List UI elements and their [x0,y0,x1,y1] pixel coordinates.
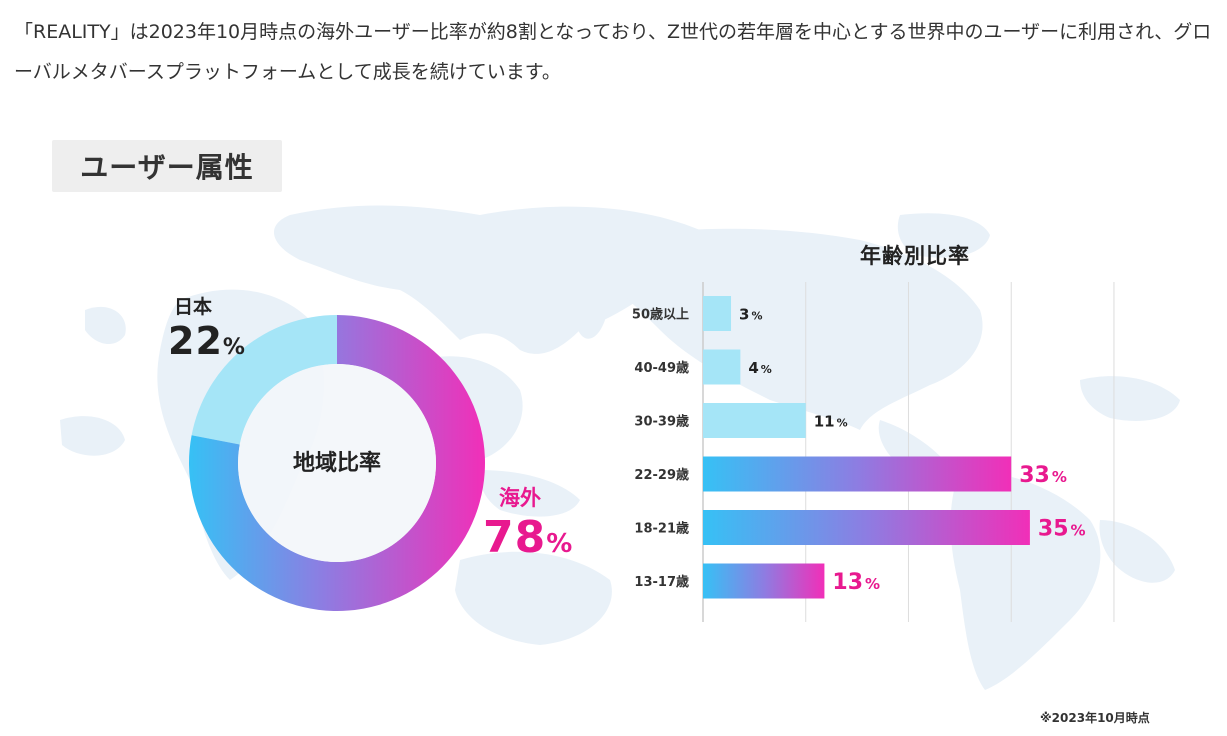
age-bar [703,349,741,385]
footnote: ※2023年10月時点 [1040,711,1150,725]
japan-label: 日本 22% [168,292,245,363]
age-value-label: 3% [739,306,762,324]
age-category-label: 13-17歳 [634,574,689,590]
age-chart-title: 年齢別比率 [860,244,970,268]
age-category-label: 50歳以上 [632,307,689,323]
age-category-label: 30-39歳 [634,414,689,430]
overseas-percent-unit: % [546,529,573,559]
japan-percent: 22 [168,319,223,363]
donut-slice-japan [191,315,337,445]
donut-slice-overseas [189,315,485,611]
age-value-label: 13% [832,570,880,595]
age-category-label: 22-29歳 [634,467,689,483]
age-value-label: 33% [1019,463,1067,488]
intro-paragraph: 「REALITY」は2023年10月時点の海外ユーザー比率が約8割となっており、… [14,21,1212,83]
overseas-percent: 78 [483,512,547,563]
age-value-label: 35% [1038,517,1086,542]
age-category-label: 18-21歳 [634,521,689,537]
overseas-label: 海外 78% [483,482,572,563]
donut-center-label: 地域比率 [292,451,381,476]
age-bar [703,296,732,331]
user-attributes-badge: ユーザー属性 [52,140,282,192]
age-bar [703,403,806,438]
age-value-label: 4% [748,359,771,377]
age-bar [703,563,825,599]
japan-name: 日本 [174,296,213,318]
donut-hole [238,364,436,562]
japan-percent-unit: % [222,335,245,360]
age-bar [703,456,1012,492]
age-value-label: 11% [814,413,848,431]
age-bar [703,510,1030,545]
age-category-label: 40-49歳 [634,360,689,376]
overseas-name: 海外 [499,486,541,510]
